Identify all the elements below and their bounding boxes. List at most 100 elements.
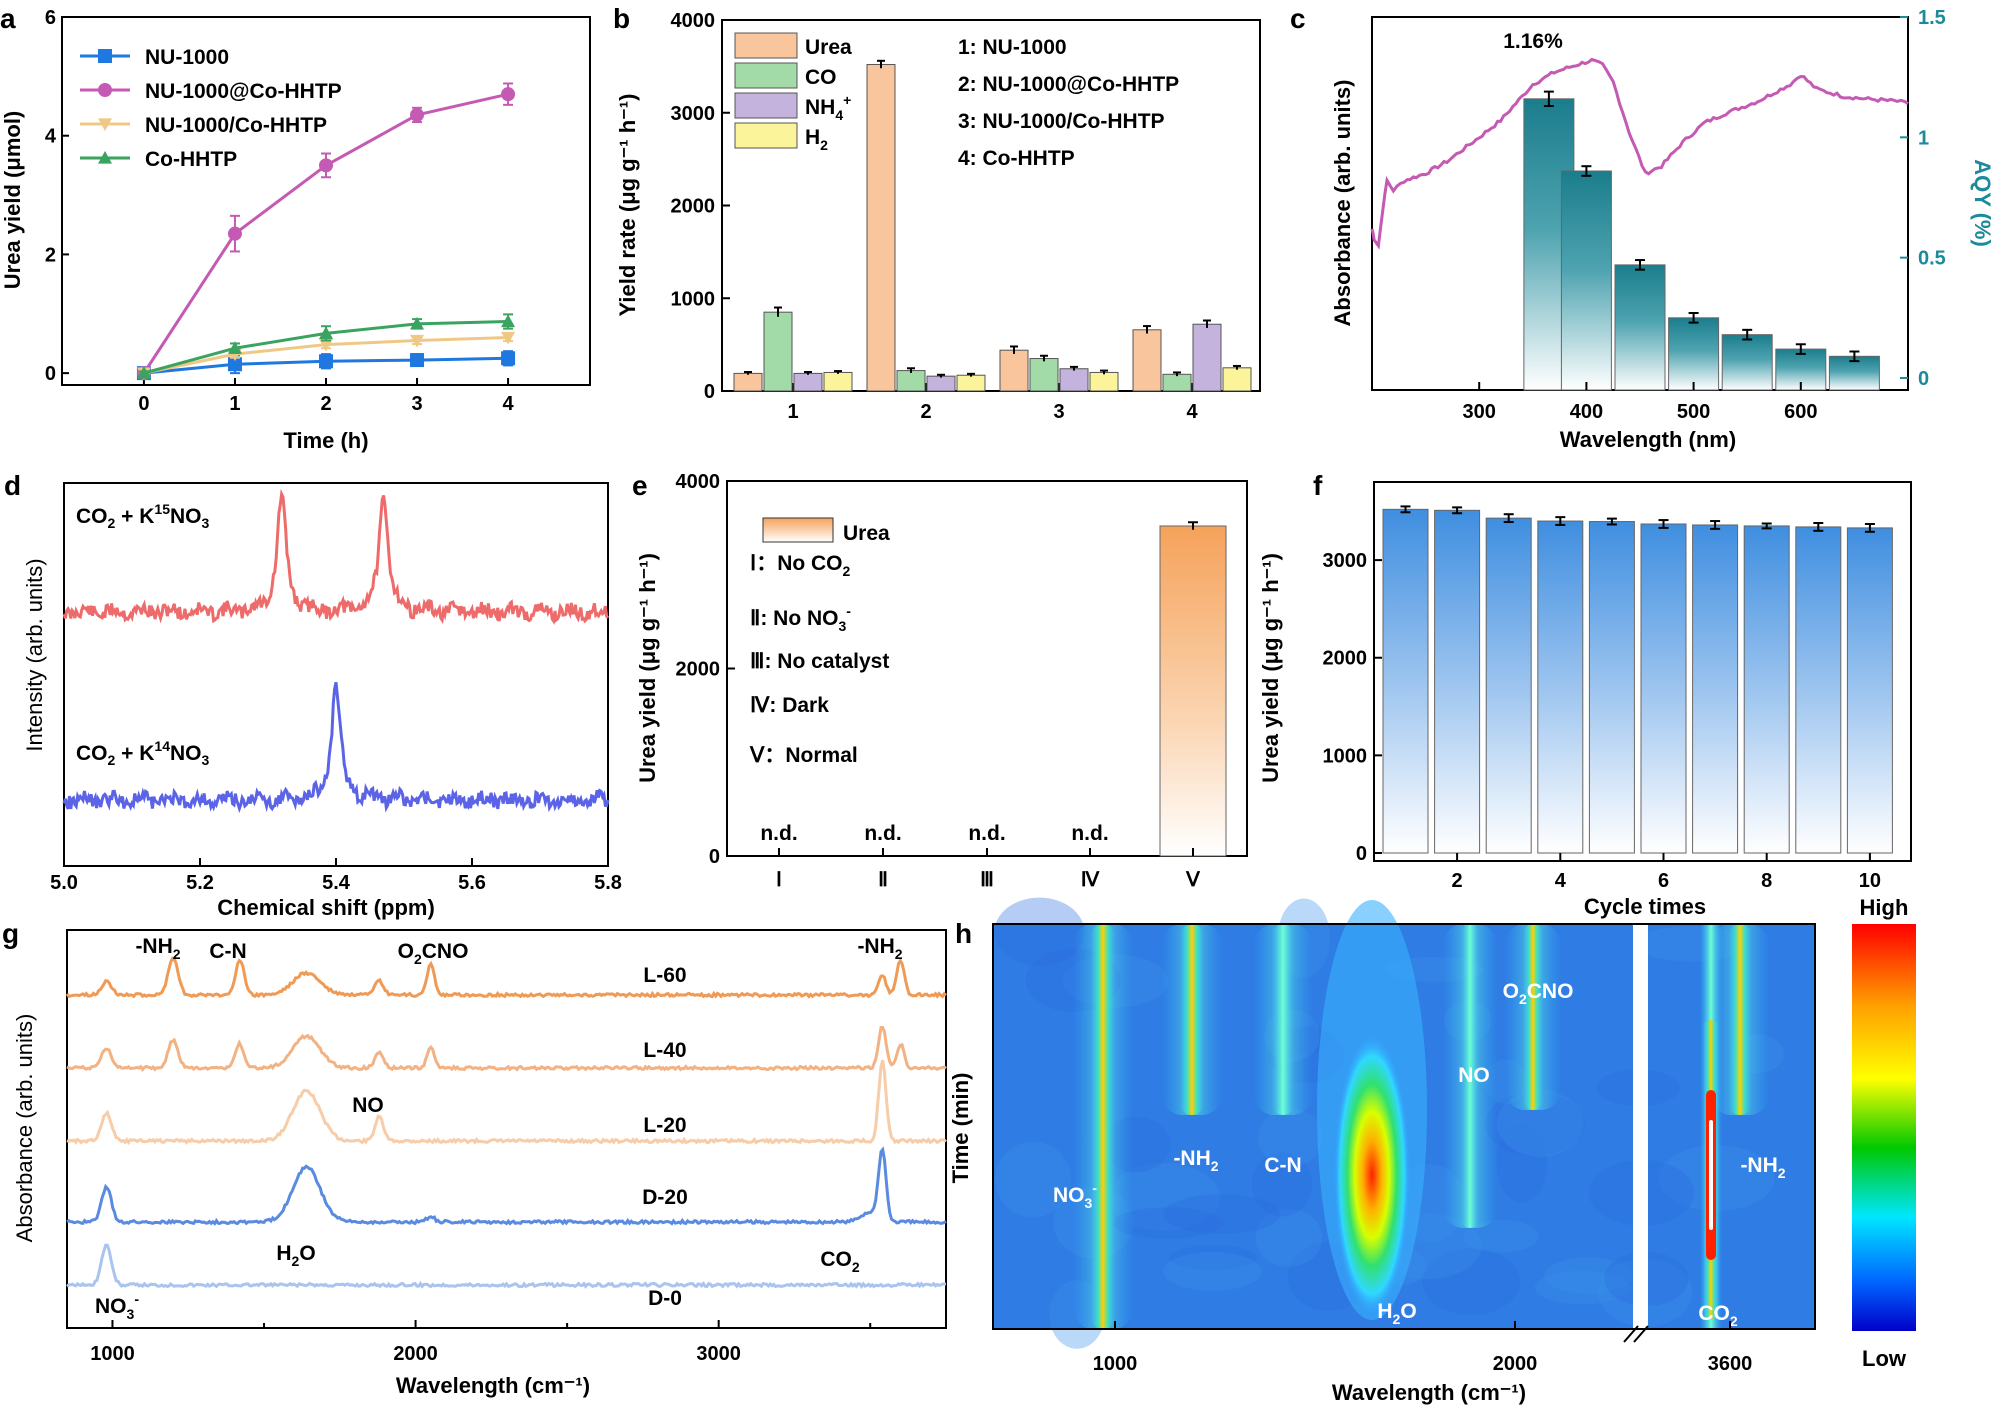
legend-swatch [734,92,798,119]
bar-CO [1162,373,1192,392]
nd-label: n.d. [1071,822,1108,845]
y-tick-label: 1000 [671,288,716,310]
urea-bar [1159,525,1227,857]
data-point [319,354,333,369]
x-tick-label: Ⅱ [878,869,888,891]
x-tick-label: Ⅳ [1081,869,1100,891]
bar-H2 [823,371,853,392]
conditions-list: Ⅰ：No CO2​ Ⅱ: No NO3​-​ Ⅲ: No catalyst Ⅳ: Da… [749,552,889,767]
ftir-spectrum-L-60 [65,956,947,999]
colorbar-high: High [1860,895,1909,920]
data-point [319,326,333,339]
y-tick-label: 0 [704,381,715,403]
x-tick-label: 5.0 [50,872,78,894]
data-point [410,316,425,330]
bar-CO [763,311,793,392]
y-tick-label: 6 [45,7,56,29]
cycle-bar [1795,526,1842,854]
annotation: -NH2​ [857,935,902,962]
cycle-bar [1537,520,1584,854]
cycle-bar [1640,523,1687,854]
data-point [501,87,516,102]
cycle-bar [1382,508,1429,854]
x-tick-label: 4 [503,393,515,415]
ftir-spectrum-L-20 [66,1059,947,1146]
o2cno-band [1523,924,1543,1110]
legend-label: H2​ [805,126,828,153]
legend-label: NU-1000 [145,46,229,69]
series-NU-1000@Co-HHTP [136,82,516,381]
background-blob [1463,1220,1539,1253]
series-label: L-60 [643,964,686,987]
panel-label-c: c [1290,3,1306,34]
panel-h-xlabel: Wavelength (cm⁻¹) [1332,1380,1526,1405]
panel-label-d: d [4,470,21,501]
x-tick-label: 5.4 [322,872,351,894]
absorbance-curve [1370,57,1909,250]
panel-e-control: n.d. n.d. n.d. n.d. 0 2000 4000 Ⅰ Ⅱ Ⅲ Ⅳ Ⅴ Urea Ⅰ：N… [635,471,1248,891]
x-tick-label: 3600 [1708,1353,1753,1375]
legend-sample: 3: NU-1000/Co-HHTP [958,110,1165,133]
x-tick-label: 1 [229,393,240,415]
nitrate-band [1091,924,1115,1329]
panel-label-g: g [2,918,19,949]
annotation: C-N [209,940,246,963]
cycle-bar [1692,524,1739,854]
annotation: NO [1458,1064,1490,1087]
y-tick-label: 4000 [676,471,721,493]
y-tick-label: 2000 [671,196,716,218]
panel-a-urea-yield-time: 0 1 2 3 4 0 2 4 6 NU-1000 NU-1000@Co-HHTP NU-1000/… [0,7,591,453]
panel-b-legend: Urea CO NH4​+​ H2​ 1: NU-1000 2: NU-1000@Co-H… [734,32,1179,170]
annotation: -NH2​ [135,935,180,962]
x-tick-label: 2 [1452,870,1463,892]
y-tick-label: 2000 [676,659,721,681]
x-tick-label: 5.6 [458,872,486,894]
x-tick-label: 4 [1555,870,1567,892]
panel-d-frame [63,482,609,867]
bar-Urea [866,64,896,392]
panel-f-frame [1373,481,1912,862]
x-tick-label: 6 [1658,870,1669,892]
panel-d-xlabel: Chemical shift (ppm) [217,895,435,920]
condition-3: Ⅲ: No catalyst [750,650,889,673]
panel-g-xlabel: Wavelength (cm⁻¹) [396,1373,590,1398]
nmr-spectrum-CO2 + K15NO3 [62,488,610,625]
data-point [501,314,516,328]
y2-tick-label: 0 [1918,368,1929,390]
x-tick-label: 1 [787,401,798,423]
panel-c-ylabel: Absorbance (arb. units) [1330,80,1355,327]
annotation: O2​CNO [398,940,469,967]
panel-label-e: e [632,470,648,501]
bar-CO [1029,358,1059,392]
x-tick-label: 3 [411,393,422,415]
colorbar [1852,924,1916,1331]
data-point [98,151,112,164]
colorbar-low: Low [1862,1346,1907,1371]
panel-label-h: h [955,918,972,949]
cycle-bar [1434,509,1481,854]
x-tick-label: 2000 [1493,1353,1538,1375]
panel-f-xlabel: Cycle times [1584,894,1706,919]
legend-swatch [734,62,798,89]
panel-h-ylabel: Time (min) [948,1073,973,1184]
x-tick-label: 0 [138,393,149,415]
x-tick-label: Ⅰ [776,869,782,891]
panel-label-b: b [613,3,630,34]
x-tick-label: 300 [1463,401,1496,423]
x-tick-label: 2000 [393,1343,438,1365]
series-label: D-0 [648,1287,682,1310]
legend-urea: Urea [843,522,890,545]
data-point [410,334,425,348]
x-tick-label: 1000 [1093,1353,1138,1375]
bar-H2 [956,374,986,392]
y-tick-label: 0 [45,363,56,385]
panel-g-ftir: 1000 2000 3000 L-60 L-40 L-20 D-20 D-0 -NH2​ C-… [12,929,947,1398]
legend-label: Co-HHTP [145,148,237,171]
x-tick-label: 8 [1761,870,1772,892]
background-blob [1112,1207,1223,1239]
series-NU-1000 [136,350,516,381]
data-point [227,341,242,354]
data-point [410,353,425,368]
bar-NH4+ [1192,323,1222,392]
bar-NH4+ [793,372,823,392]
